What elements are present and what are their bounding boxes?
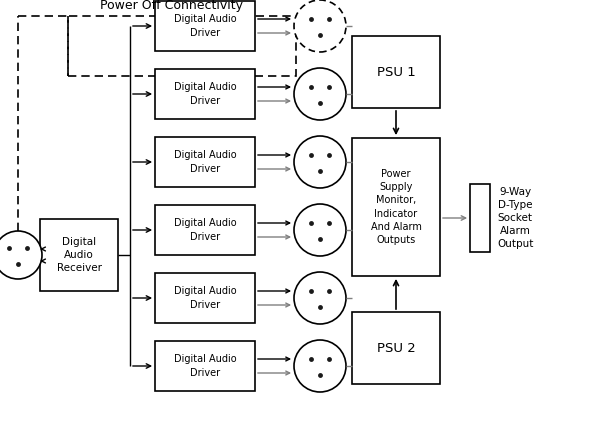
Text: Digital Audio
Driver: Digital Audio Driver [174,14,236,37]
Circle shape [294,68,346,120]
Text: Digital
Audio
Receiver: Digital Audio Receiver [57,237,101,273]
Text: 9-Way
D-Type
Socket
Alarm
Output: 9-Way D-Type Socket Alarm Output [497,187,533,249]
Circle shape [0,231,42,279]
Circle shape [294,340,346,392]
Text: Digital Audio
Driver: Digital Audio Driver [174,150,236,174]
Bar [155,1,255,51]
Bar [352,138,440,276]
Bar [155,341,255,391]
Text: PSU 2: PSU 2 [377,342,416,354]
Bar [352,312,440,384]
Text: Power Off Connectivity: Power Off Connectivity [100,0,244,12]
Bar [352,36,440,108]
Bar [155,69,255,119]
Bar [40,219,118,291]
Circle shape [294,0,346,52]
Bar [155,205,255,255]
Bar [155,273,255,323]
Text: PSU 1: PSU 1 [377,66,416,78]
Text: Digital Audio
Driver: Digital Audio Driver [174,286,236,310]
Text: Digital Audio
Driver: Digital Audio Driver [174,82,236,106]
Bar [68,16,296,76]
Circle shape [294,136,346,188]
Text: Digital Audio
Driver: Digital Audio Driver [174,354,236,377]
Bar [155,137,255,187]
Circle shape [294,204,346,256]
Bar [470,184,490,252]
Text: Power
Supply
Monitor,
Indicator
And Alarm
Outputs: Power Supply Monitor, Indicator And Alar… [371,169,421,245]
Text: Digital Audio
Driver: Digital Audio Driver [174,219,236,242]
Circle shape [294,272,346,324]
